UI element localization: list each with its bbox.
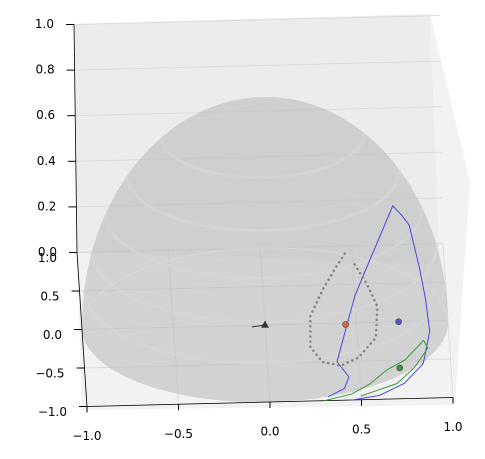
z-tick-label: 0.6 xyxy=(36,108,55,122)
hemisphere-band xyxy=(159,132,366,180)
point xyxy=(395,318,402,326)
x-tick-label: 0.0 xyxy=(260,425,279,439)
point xyxy=(342,321,349,328)
z-tick-label: 0.4 xyxy=(37,154,56,168)
hemisphere-band xyxy=(90,244,438,324)
hemisphere-band xyxy=(103,207,424,280)
hemisphere-band xyxy=(125,169,401,233)
axis-line xyxy=(73,24,78,253)
x-tick-label: 1.0 xyxy=(443,420,462,434)
z-tick-label: 0.0 xyxy=(38,245,57,259)
y-tick-label: 0.0 xyxy=(43,328,62,342)
hemisphere xyxy=(82,97,448,403)
line xyxy=(324,339,429,402)
triangle-marker xyxy=(260,320,270,328)
x-tick-label: −0.5 xyxy=(164,427,193,441)
point xyxy=(396,364,404,372)
right-pane xyxy=(430,14,470,405)
y-tick-label: −1.0 xyxy=(38,405,67,419)
z-tick-label: 1.0 xyxy=(35,17,54,31)
hemisphere-band xyxy=(82,282,447,365)
y-tick-label: 0.5 xyxy=(40,290,59,304)
x-tick-label: −1.0 xyxy=(72,429,101,443)
z-tick-label: 0.8 xyxy=(36,63,55,77)
hemisphere-rim xyxy=(81,247,449,330)
y-tick-label: −0.5 xyxy=(35,367,64,381)
z-tick-label: 0.2 xyxy=(37,199,56,213)
grid-line xyxy=(74,60,441,71)
grid-line xyxy=(73,15,441,25)
y-tick-label: 1.0 xyxy=(38,251,57,265)
x-tick-label: 0.5 xyxy=(352,422,371,436)
